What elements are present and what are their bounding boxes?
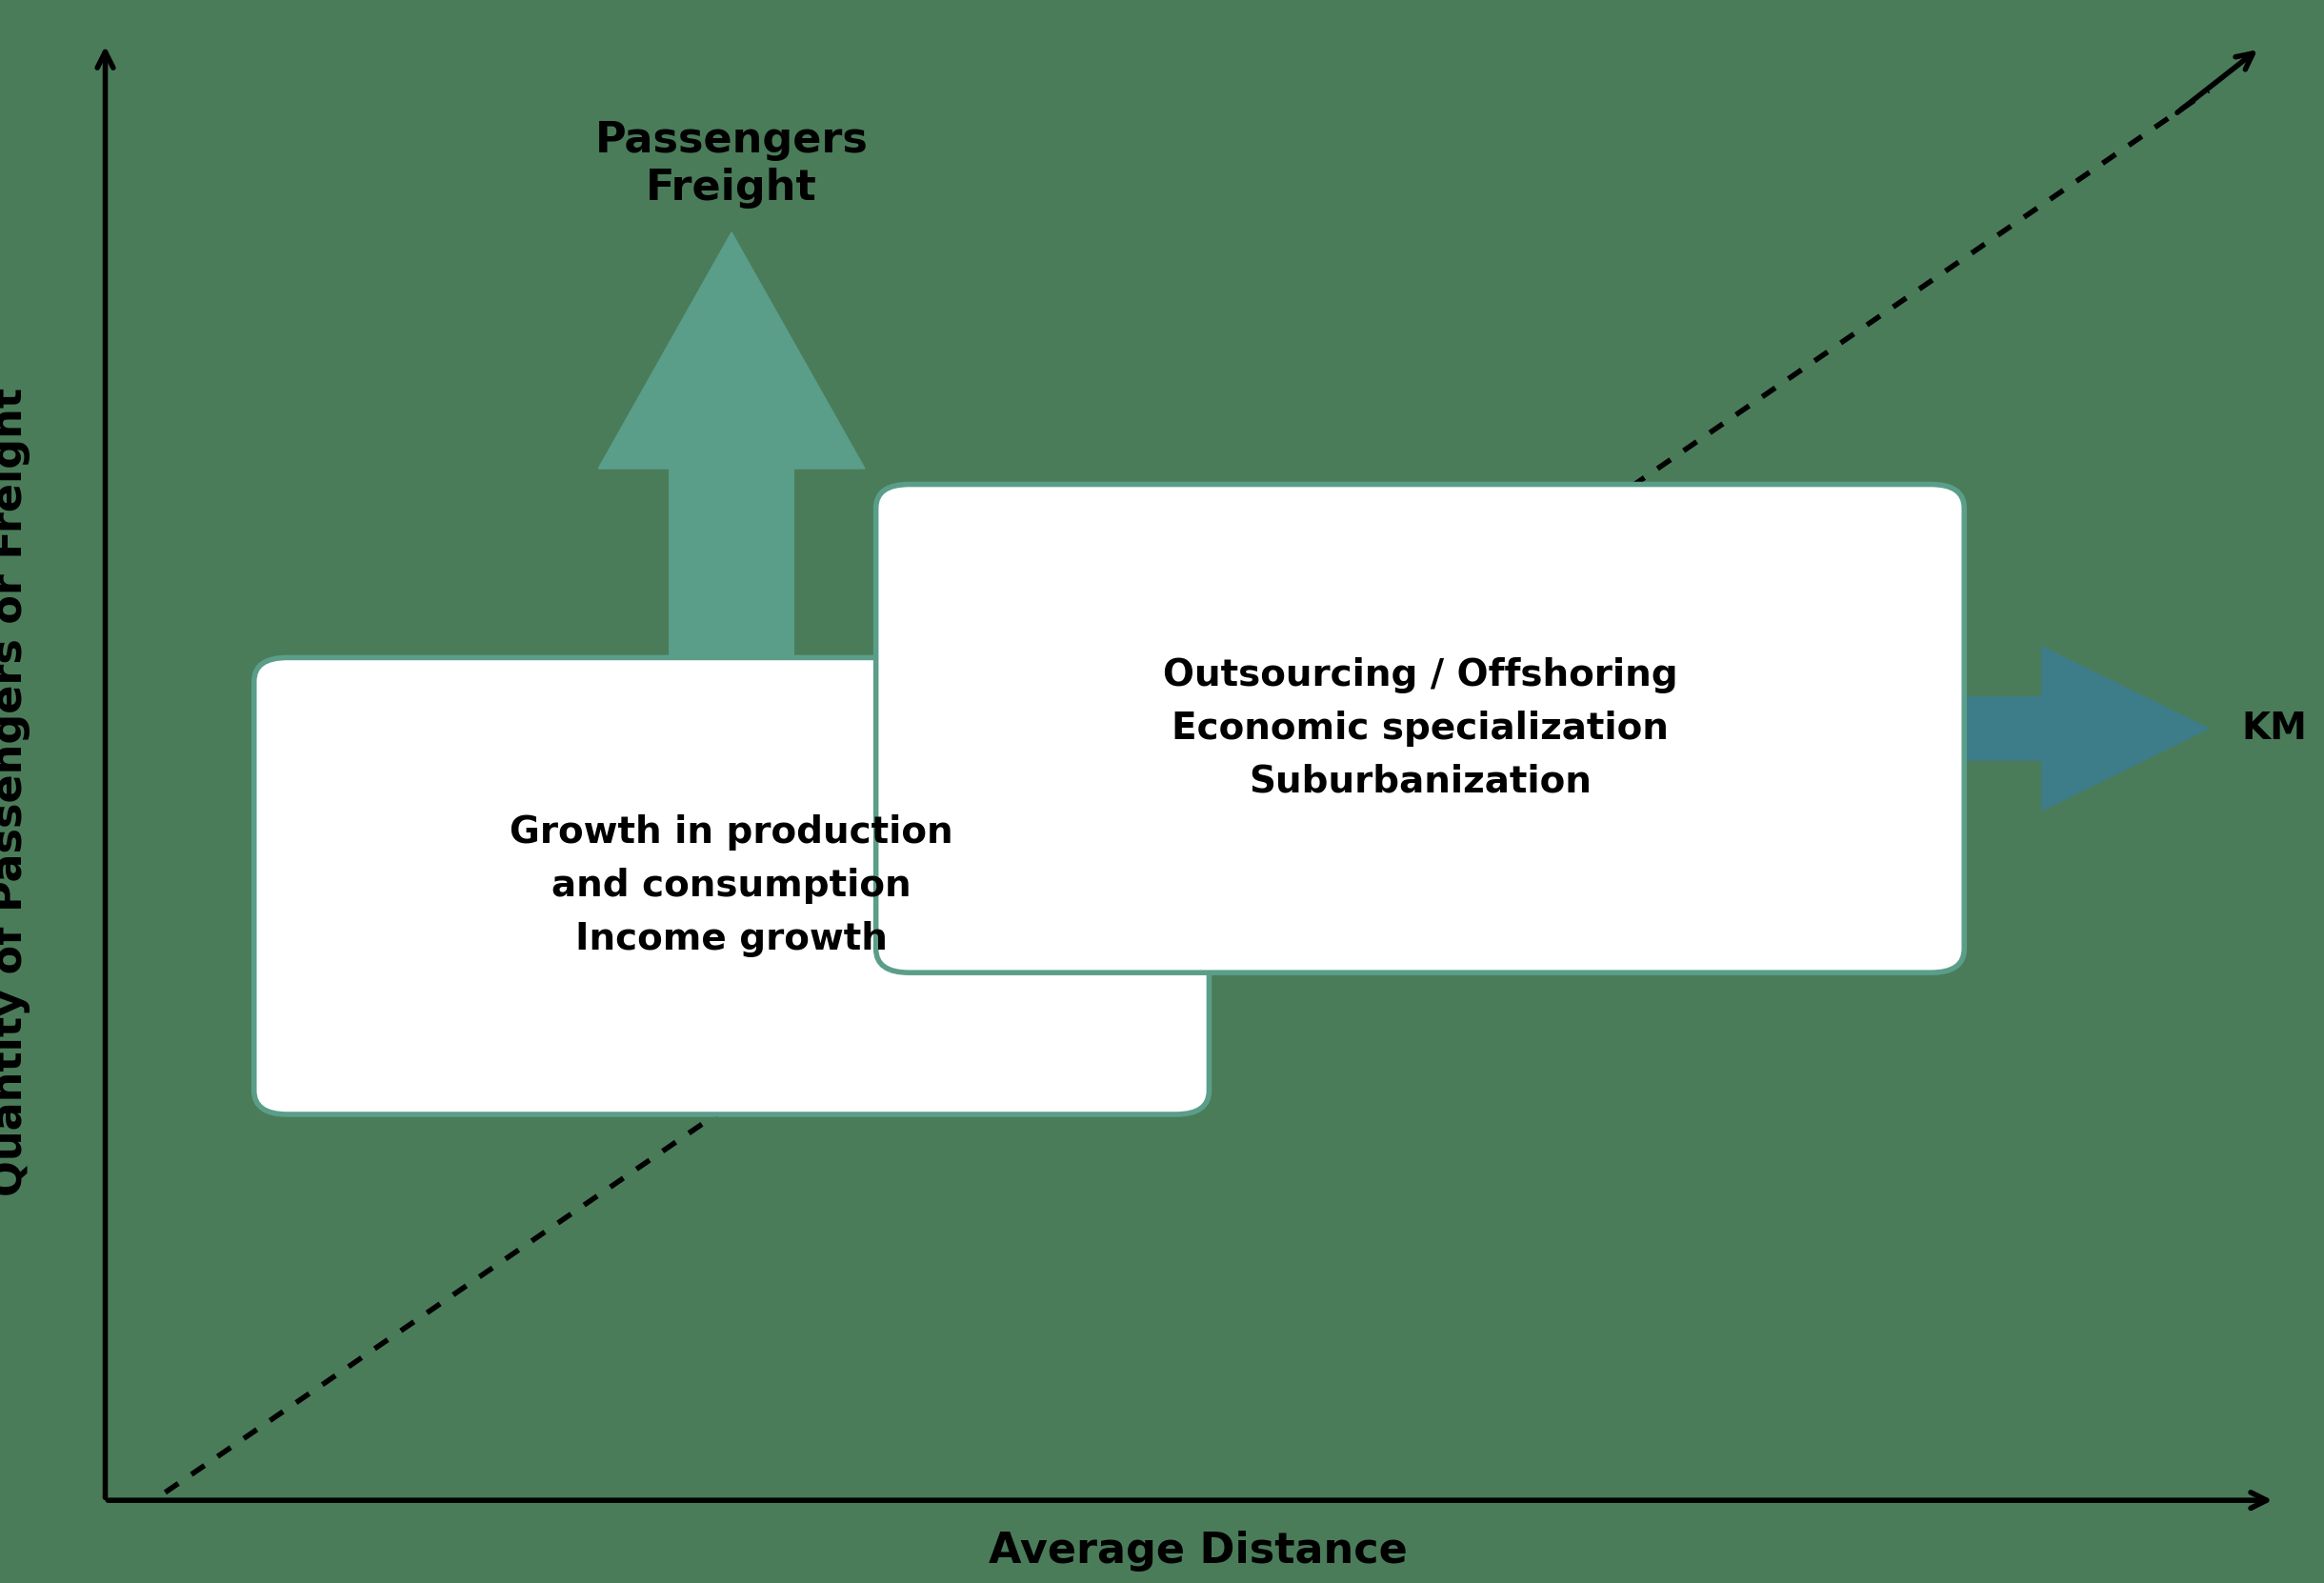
Text: Passengers
Freight: Passengers Freight (595, 120, 869, 209)
Polygon shape (732, 646, 2208, 810)
Text: Quantity of Passengers or Freight: Quantity of Passengers or Freight (0, 388, 30, 1195)
Text: Outsourcing / Offshoring
Economic specialization
Suburbanization: Outsourcing / Offshoring Economic specia… (1162, 657, 1678, 799)
Text: Passenger or ton-kms: Passenger or ton-kms (1322, 554, 1650, 872)
FancyBboxPatch shape (876, 484, 1964, 972)
FancyBboxPatch shape (253, 657, 1208, 1114)
Text: Average Distance: Average Distance (988, 1531, 1408, 1572)
Text: KM: KM (2243, 711, 2308, 747)
Text: Growth in production
and consumption
Income growth: Growth in production and consumption Inc… (509, 815, 953, 958)
Polygon shape (597, 233, 865, 681)
